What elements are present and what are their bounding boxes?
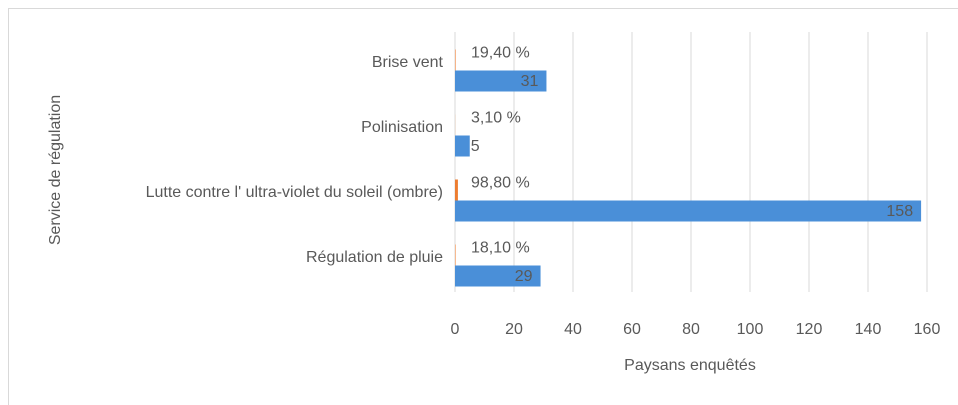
- x-tick-label: 40: [564, 321, 582, 338]
- y-tick-label: Polinisation: [361, 118, 443, 136]
- bar: [455, 49, 456, 71]
- x-tick-label: 140: [855, 321, 882, 338]
- bar: [455, 200, 922, 222]
- y-axis-title: Service de régulation: [47, 95, 64, 245]
- x-tick-label: 80: [682, 321, 700, 338]
- x-tick-label: 100: [737, 321, 764, 338]
- x-tick-label: 160: [914, 321, 941, 338]
- x-tick-label: 0: [451, 321, 460, 338]
- x-axis-title: Paysans enquêtés: [624, 357, 756, 374]
- x-tick-label: 60: [623, 321, 641, 338]
- bar: [455, 179, 458, 201]
- y-tick-label: Régulation de pluie: [306, 248, 443, 266]
- bar: [455, 70, 547, 92]
- bar: [455, 135, 470, 157]
- data-label: 98,80 %: [471, 175, 530, 192]
- data-label: 5: [471, 138, 480, 155]
- bar: [455, 244, 456, 266]
- data-label: 31: [521, 73, 539, 90]
- data-label: 19,40 %: [471, 45, 530, 62]
- data-label: 3,10 %: [471, 110, 521, 127]
- data-label: 158: [886, 203, 913, 220]
- y-tick-label: Brise vent: [371, 53, 443, 71]
- data-label: 18,10 %: [471, 240, 530, 257]
- y-tick-label: Lutte contre l' ultra-violet du soleil (…: [145, 183, 443, 201]
- frame: [8, 8, 958, 405]
- x-tick-label: 120: [796, 321, 823, 338]
- x-tick-label: 20: [505, 321, 523, 338]
- data-label: 29: [515, 268, 533, 285]
- bar: [455, 265, 541, 287]
